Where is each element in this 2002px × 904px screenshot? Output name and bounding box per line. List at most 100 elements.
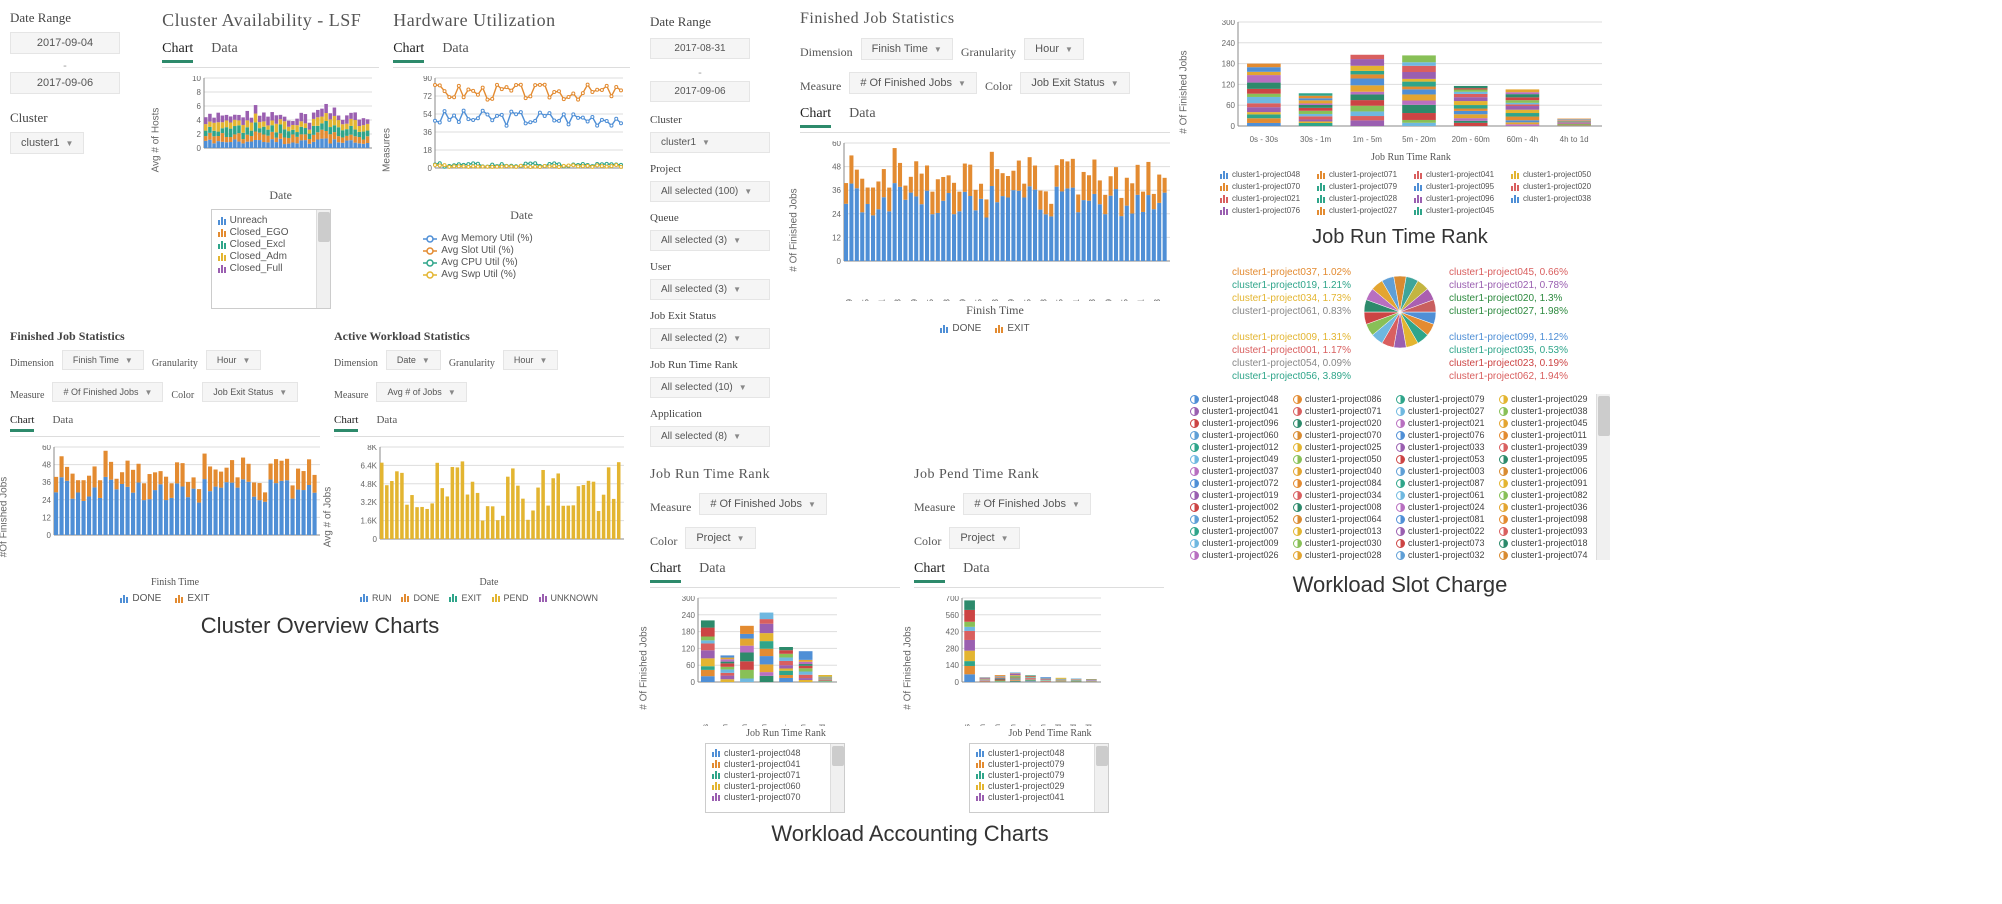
project-item: cluster1-project034 bbox=[1293, 490, 1386, 500]
svg-text:2017-09: 2017-09 bbox=[249, 185, 258, 186]
scrollbar[interactable] bbox=[830, 744, 844, 812]
active-title: Active Workload Statistics bbox=[334, 329, 624, 344]
gran-select[interactable]: Hour▼ bbox=[503, 350, 558, 370]
meas-select[interactable]: # Of Finished Jobs▼ bbox=[849, 72, 977, 94]
svg-text:2017-09: 2017-09 bbox=[353, 185, 362, 186]
project-item: cluster1-project049 bbox=[1190, 454, 1283, 464]
date-end-picker[interactable]: 2017-09-06 bbox=[10, 72, 120, 94]
date-dash: - bbox=[10, 60, 120, 72]
meas-select[interactable]: Avg # of Jobs▼ bbox=[376, 382, 466, 402]
pie-label: cluster1-project045, 0.66% bbox=[1449, 267, 1568, 280]
legend-item: DONE bbox=[120, 593, 161, 604]
tab-chart[interactable]: Chart bbox=[334, 414, 358, 432]
svg-text:2017-09-02 15: 2017-09-02 15 bbox=[975, 298, 984, 301]
filter-select[interactable]: All selected (100)▼ bbox=[650, 181, 770, 202]
filter-select[interactable]: All selected (3)▼ bbox=[650, 279, 770, 300]
tab-chart[interactable]: Chart bbox=[800, 106, 831, 128]
svg-text:2017-09-04 03: 2017-09-04 03 bbox=[1040, 298, 1049, 301]
project-item: cluster1-project021 bbox=[1396, 418, 1489, 428]
legend-item: cluster1-project048 bbox=[712, 748, 826, 758]
date-end-picker[interactable]: 2017-09-06 bbox=[650, 81, 750, 102]
tab-data[interactable]: Data bbox=[376, 414, 397, 432]
filter-select[interactable]: All selected (3)▼ bbox=[650, 230, 770, 251]
svg-text:6: 6 bbox=[197, 102, 202, 111]
filter-select[interactable]: All selected (2)▼ bbox=[650, 328, 770, 349]
filter-select[interactable]: All selected (8)▼ bbox=[650, 426, 770, 447]
date-start-picker[interactable]: 2017-08-31 bbox=[650, 38, 750, 59]
legend-item: DONE bbox=[401, 593, 439, 603]
project-item: cluster1-project019 bbox=[1190, 490, 1283, 500]
filter-select[interactable]: cluster1▼ bbox=[650, 132, 770, 153]
scrollbar[interactable] bbox=[1094, 744, 1108, 812]
runtime-chart: 0601201802403000s - 30s30s - 1m1m - 5m5m… bbox=[672, 596, 837, 726]
svg-text:60m - 4h: 60m - 4h bbox=[1507, 135, 1539, 144]
tab-chart[interactable]: Chart bbox=[10, 414, 34, 432]
svg-text:20m - 6...: 20m - 6... bbox=[779, 724, 788, 726]
svg-text:0: 0 bbox=[428, 164, 433, 173]
tab-data[interactable]: Data bbox=[699, 561, 725, 583]
c2fin-xlabel: Finish Time bbox=[820, 303, 1170, 318]
project-item: cluster1-project027 bbox=[1396, 406, 1489, 416]
svg-text:2017-09: 2017-09 bbox=[332, 185, 341, 186]
meas-select[interactable]: # Of Finished Jobs▼ bbox=[963, 493, 1091, 515]
date-start-picker[interactable]: 2017-09-04 bbox=[10, 32, 120, 54]
legend-item: Unreach bbox=[218, 215, 312, 226]
dim-select[interactable]: Date▼ bbox=[386, 350, 441, 370]
tab-data[interactable]: Data bbox=[849, 106, 875, 128]
label: Dimension bbox=[334, 358, 378, 369]
svg-text:420: 420 bbox=[946, 628, 960, 637]
svg-text:2017-09: 2017-09 bbox=[440, 205, 449, 206]
project-item: cluster1-project048 bbox=[1190, 394, 1283, 404]
pie-label: cluster1-project099, 1.12% bbox=[1449, 332, 1568, 345]
pie-label: cluster1-project021, 0.78% bbox=[1449, 280, 1568, 293]
pie-label: cluster1-project009, 1.31% bbox=[1232, 332, 1351, 345]
project-item: cluster1-project037 bbox=[1190, 466, 1283, 476]
pie-label: cluster1-project061, 0.83% bbox=[1232, 306, 1351, 319]
svg-text:2017-09-04 21: 2017-09-04 21 bbox=[1072, 298, 1081, 301]
gran-select[interactable]: Hour▼ bbox=[206, 350, 261, 370]
legend-item: Avg Slot Util (%) bbox=[423, 245, 630, 256]
meas-select[interactable]: # Of Finished Jobs▼ bbox=[699, 493, 827, 515]
color-select[interactable]: Job Exit Status▼ bbox=[1020, 72, 1129, 94]
dim-select[interactable]: Finish Time▼ bbox=[861, 38, 953, 60]
tab-chart[interactable]: Chart bbox=[393, 41, 424, 63]
legend-item: cluster1-project050 bbox=[1511, 170, 1600, 179]
availability-chart: 02468102017-092017-092017-092017-092017-… bbox=[182, 76, 372, 186]
svg-text:12: 12 bbox=[42, 513, 51, 522]
svg-text:1d - 7d: 1d - 7d bbox=[1069, 724, 1078, 726]
tab-chart[interactable]: Chart bbox=[162, 41, 193, 63]
legend-item: cluster1-project048 bbox=[1220, 170, 1309, 179]
tab-chart[interactable]: Chart bbox=[650, 561, 681, 583]
legend-item: cluster1-project095 bbox=[1414, 182, 1503, 191]
svg-text:2017-09: 2017-09 bbox=[603, 205, 612, 206]
svg-text:5m - 20m: 5m - 20m bbox=[1402, 135, 1436, 144]
project-item: cluster1-project024 bbox=[1396, 502, 1489, 512]
color-select[interactable]: Project▼ bbox=[949, 527, 1019, 549]
legend-item: cluster1-project041 bbox=[1414, 170, 1503, 179]
svg-text:2017-08-31 21: 2017-08-31 21 bbox=[878, 298, 887, 301]
tab-data[interactable]: Data bbox=[211, 41, 237, 63]
meas-select[interactable]: # Of Finished Jobs▼ bbox=[52, 382, 163, 402]
project-item: cluster1-project052 bbox=[1190, 514, 1283, 524]
scrollbar[interactable] bbox=[1596, 394, 1610, 560]
legend-item: Closed_Excl bbox=[218, 239, 312, 250]
filter-select[interactable]: All selected (10)▼ bbox=[650, 377, 770, 398]
project-item: cluster1-project030 bbox=[1293, 538, 1386, 548]
cluster-select[interactable]: cluster1▼ bbox=[10, 132, 84, 154]
scrollbar[interactable] bbox=[316, 210, 330, 308]
color-select[interactable]: Job Exit Status▼ bbox=[202, 382, 298, 402]
dim-select[interactable]: Finish Time▼ bbox=[62, 350, 144, 370]
tab-chart[interactable]: Chart bbox=[914, 561, 945, 583]
gran-select[interactable]: Hour▼ bbox=[1024, 38, 1084, 60]
project-item: cluster1-project082 bbox=[1499, 490, 1592, 500]
svg-text:36: 36 bbox=[423, 128, 432, 137]
svg-text:140: 140 bbox=[946, 661, 960, 670]
color-select[interactable]: Project▼ bbox=[685, 527, 755, 549]
tab-data[interactable]: Data bbox=[442, 41, 468, 63]
tab-data[interactable]: Data bbox=[52, 414, 73, 432]
svg-text:300: 300 bbox=[1222, 20, 1236, 27]
svg-text:20m - 6...: 20m - 6... bbox=[1024, 724, 1033, 726]
rt-ylabel: # Of Finished Jobs bbox=[639, 626, 650, 709]
tab-data[interactable]: Data bbox=[963, 561, 989, 583]
svg-text:0: 0 bbox=[955, 678, 960, 687]
